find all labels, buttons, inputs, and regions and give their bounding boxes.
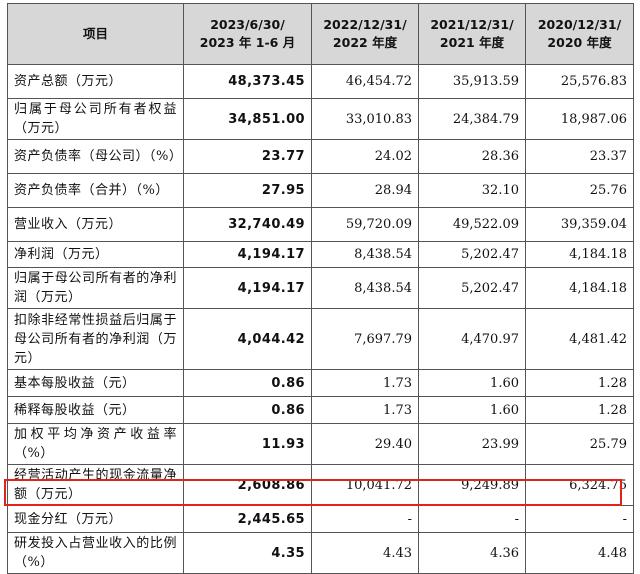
cell-2020: 39,359.04 bbox=[525, 207, 634, 242]
cell-2023h1: 23.77 bbox=[183, 139, 312, 174]
row-label: 资产总额（万元） bbox=[7, 64, 184, 99]
table-row: 资产总额（万元） 48,373.45 46,454.72 35,913.59 2… bbox=[7, 64, 634, 99]
row-label: 扣除非经常性损益后归属于母公司所有者的净利润（万元） bbox=[7, 308, 184, 370]
cell-2023h1: 0.86 bbox=[183, 369, 312, 397]
cell-2022: 8,438.54 bbox=[311, 267, 419, 309]
row-label: 研发投入占营业收入的比例（%） bbox=[7, 532, 184, 574]
cell-2022: 4.43 bbox=[311, 532, 419, 574]
cell-2022: 1.73 bbox=[311, 369, 419, 397]
row-label: 资产负债率（母公司）（%） bbox=[7, 139, 184, 174]
row-label: 现金分红（万元） bbox=[7, 505, 184, 533]
cell-2022: 8,438.54 bbox=[311, 241, 419, 268]
cell-2020: 25,576.83 bbox=[525, 64, 634, 99]
cell-2023h1: 4,044.42 bbox=[183, 308, 312, 370]
cell-2021: 4,470.97 bbox=[418, 308, 526, 370]
header-2020: 2020/12/31/ 2020 年度 bbox=[525, 3, 634, 65]
cell-2022: 1.73 bbox=[311, 396, 419, 424]
table-row: 经营活动产生的现金流量净额（万元） 2,608.86 10,041.72 9,2… bbox=[7, 464, 634, 506]
cell-2021: 32.10 bbox=[418, 173, 526, 208]
cell-2020: 6,324.75 bbox=[525, 464, 634, 506]
table-row: 扣除非经常性损益后归属于母公司所有者的净利润（万元） 4,044.42 7,69… bbox=[7, 308, 634, 370]
cell-2020: 25.79 bbox=[525, 423, 634, 465]
cell-2021: 1.60 bbox=[418, 396, 526, 424]
cell-2023h1: 2,608.86 bbox=[183, 464, 312, 506]
header-2021: 2021/12/31/ 2021 年度 bbox=[418, 3, 526, 65]
cell-2022: - bbox=[311, 505, 419, 533]
table-row: 研发投入占营业收入的比例（%） 4.35 4.43 4.36 4.48 bbox=[7, 532, 634, 574]
cell-2022: 46,454.72 bbox=[311, 64, 419, 99]
table-row: 净利润（万元） 4,194.17 8,438.54 5,202.47 4,184… bbox=[7, 241, 634, 268]
cell-2023h1: 32,740.49 bbox=[183, 207, 312, 242]
cell-2020: 4,481.42 bbox=[525, 308, 634, 370]
table-row: 稀释每股收益（元） 0.86 1.73 1.60 1.28 bbox=[7, 396, 634, 424]
cell-2021: 49,522.09 bbox=[418, 207, 526, 242]
cell-2022: 33,010.83 bbox=[311, 98, 419, 140]
table-row: 基本每股收益（元） 0.86 1.73 1.60 1.28 bbox=[7, 369, 634, 397]
cell-2023h1: 0.86 bbox=[183, 396, 312, 424]
cell-2021: 5,202.47 bbox=[418, 267, 526, 309]
cell-2021: 23.99 bbox=[418, 423, 526, 465]
row-label: 净利润（万元） bbox=[7, 241, 184, 268]
row-label: 归属于母公司所有者的净利润（万元） bbox=[7, 267, 184, 309]
header-2023h1: 2023/6/30/ 2023 年 1-6 月 bbox=[183, 3, 312, 65]
cell-2021: 24,384.79 bbox=[418, 98, 526, 140]
cell-2022: 10,041.72 bbox=[311, 464, 419, 506]
table-row: 资产负债率（合并）（%） 27.95 28.94 32.10 25.76 bbox=[7, 173, 634, 208]
cell-2022: 29.40 bbox=[311, 423, 419, 465]
header-item: 项目 bbox=[7, 3, 184, 65]
row-label: 资产负债率（合并）（%） bbox=[7, 173, 184, 208]
cell-2021: 28.36 bbox=[418, 139, 526, 174]
cell-2020: 4,184.18 bbox=[525, 241, 634, 268]
cell-2020: 1.28 bbox=[525, 396, 634, 424]
table-row: 归属于母公司所有者的净利润（万元） 4,194.17 8,438.54 5,20… bbox=[7, 267, 634, 309]
table-header-row: 项目 2023/6/30/ 2023 年 1-6 月 2022/12/31/ 2… bbox=[7, 3, 634, 65]
cell-2023h1: 4,194.17 bbox=[183, 267, 312, 309]
cell-2023h1: 2,445.65 bbox=[183, 505, 312, 533]
row-label: 营业收入（万元） bbox=[7, 207, 184, 242]
table-row-cash-dividend: 现金分红（万元） 2,445.65 - - - bbox=[7, 505, 634, 533]
cell-2021: 1.60 bbox=[418, 369, 526, 397]
cell-2020: 18,987.06 bbox=[525, 98, 634, 140]
cell-2022: 59,720.09 bbox=[311, 207, 419, 242]
row-label: 加权平均净资产收益率（%） bbox=[7, 423, 184, 465]
cell-2023h1: 4,194.17 bbox=[183, 241, 312, 268]
table-row: 归属于母公司所有者权益（万元） 34,851.00 33,010.83 24,3… bbox=[7, 98, 634, 140]
cell-2020: - bbox=[525, 505, 634, 533]
row-label: 归属于母公司所有者权益（万元） bbox=[7, 98, 184, 140]
cell-2022: 7,697.79 bbox=[311, 308, 419, 370]
cell-2023h1: 4.35 bbox=[183, 532, 312, 574]
cell-2023h1: 27.95 bbox=[183, 173, 312, 208]
table-row: 资产负债率（母公司）（%） 23.77 24.02 28.36 23.37 bbox=[7, 139, 634, 174]
cell-2022: 28.94 bbox=[311, 173, 419, 208]
cell-2021: 5,202.47 bbox=[418, 241, 526, 268]
cell-2023h1: 34,851.00 bbox=[183, 98, 312, 140]
financial-table-container: 项目 2023/6/30/ 2023 年 1-6 月 2022/12/31/ 2… bbox=[7, 3, 634, 574]
row-label: 稀释每股收益（元） bbox=[7, 396, 184, 424]
header-2022: 2022/12/31/ 2022 年度 bbox=[311, 3, 419, 65]
row-label: 经营活动产生的现金流量净额（万元） bbox=[7, 464, 184, 506]
cell-2020: 1.28 bbox=[525, 369, 634, 397]
cell-2021: - bbox=[418, 505, 526, 533]
cell-2022: 24.02 bbox=[311, 139, 419, 174]
cell-2021: 9,249.89 bbox=[418, 464, 526, 506]
cell-2020: 25.76 bbox=[525, 173, 634, 208]
cell-2021: 4.36 bbox=[418, 532, 526, 574]
cell-2023h1: 48,373.45 bbox=[183, 64, 312, 99]
cell-2020: 4,184.18 bbox=[525, 267, 634, 309]
row-label: 基本每股收益（元） bbox=[7, 369, 184, 397]
cell-2023h1: 11.93 bbox=[183, 423, 312, 465]
cell-2021: 35,913.59 bbox=[418, 64, 526, 99]
cell-2020: 4.48 bbox=[525, 532, 634, 574]
table-row: 营业收入（万元） 32,740.49 59,720.09 49,522.09 3… bbox=[7, 207, 634, 242]
financial-data-table: 项目 2023/6/30/ 2023 年 1-6 月 2022/12/31/ 2… bbox=[7, 3, 634, 574]
cell-2020: 23.37 bbox=[525, 139, 634, 174]
table-row: 加权平均净资产收益率（%） 11.93 29.40 23.99 25.79 bbox=[7, 423, 634, 465]
